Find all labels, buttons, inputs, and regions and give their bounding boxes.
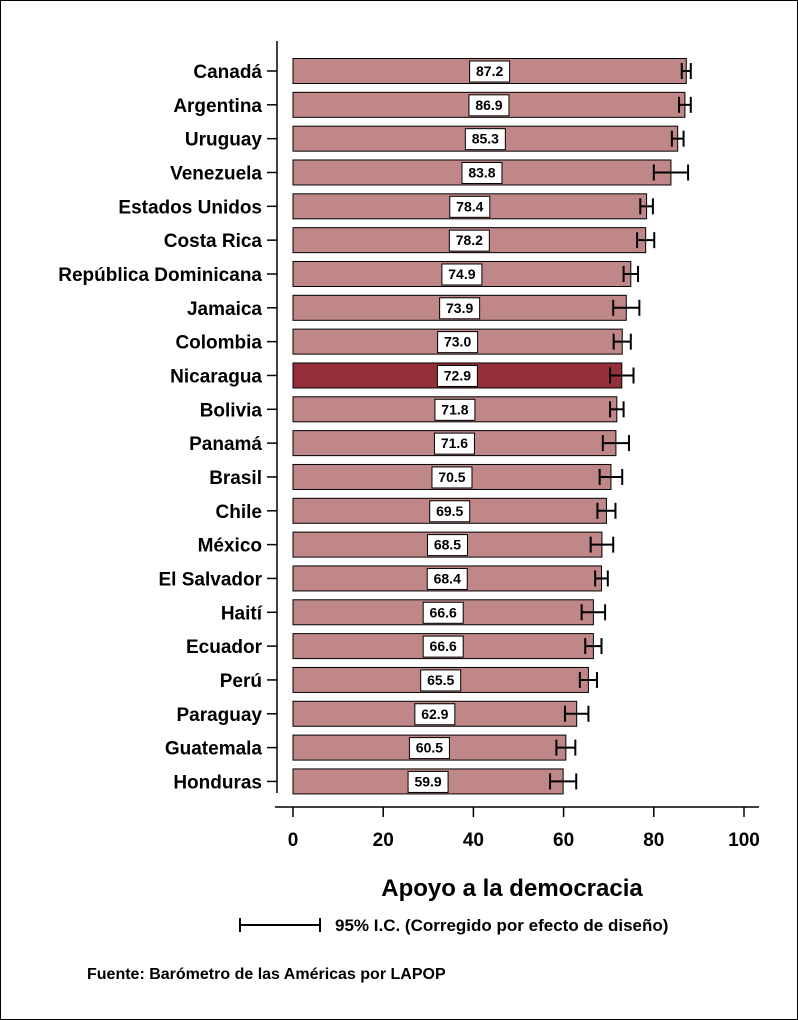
value-label: 71.8 xyxy=(441,401,468,417)
value-label: 85.3 xyxy=(472,131,499,147)
x-tick-label: 100 xyxy=(728,830,760,851)
value-label-box xyxy=(422,601,464,624)
category-label: Venezuela xyxy=(170,163,262,184)
value-label-box xyxy=(448,229,490,252)
category-label: México xyxy=(198,536,262,557)
category-label: Estados Unidos xyxy=(118,197,262,218)
x-tick-label: 40 xyxy=(463,830,484,851)
value-label: 59.9 xyxy=(414,773,441,789)
value-label: 71.6 xyxy=(441,435,468,451)
value-label-box xyxy=(437,331,479,354)
value-label-box xyxy=(420,669,462,692)
category-label: Canadá xyxy=(193,62,262,83)
source-note: Fuente: Barómetro de las Américas por LA… xyxy=(87,966,446,983)
category-label: Brasil xyxy=(209,468,262,489)
category-label: Costa Rica xyxy=(164,231,263,252)
value-label: 78.2 xyxy=(456,232,483,248)
category-label: Honduras xyxy=(173,772,262,793)
value-label: 62.9 xyxy=(421,706,448,722)
value-label: 66.6 xyxy=(430,638,457,654)
value-label-box xyxy=(407,770,449,793)
category-label: Perú xyxy=(220,671,262,692)
x-axis-label: Apoyo a la democracia xyxy=(381,875,643,902)
value-label-box xyxy=(408,737,450,760)
x-axis: Canadá Argentina Uruguay Venezuela Estados U… xyxy=(58,41,760,851)
category-label: Paraguay xyxy=(176,705,262,726)
category-label: Haití xyxy=(221,603,263,624)
legend: 95% I.C. (Corregido por efecto de diseño… xyxy=(239,916,668,935)
value-label-box xyxy=(426,534,468,557)
value-label-box xyxy=(433,432,475,455)
x-tick-label: 80 xyxy=(643,830,664,851)
value-label-box xyxy=(461,161,503,184)
category-label: Argentina xyxy=(173,96,262,117)
x-tick-label: 60 xyxy=(553,830,574,851)
value-label-box xyxy=(449,195,491,218)
value-label: 73.9 xyxy=(446,300,473,316)
value-label: 87.2 xyxy=(476,63,503,79)
value-label-box xyxy=(439,297,481,320)
value-label: 68.4 xyxy=(434,570,461,586)
value-label: 65.5 xyxy=(427,672,454,688)
category-label: Colombia xyxy=(175,333,262,354)
value-label: 68.5 xyxy=(434,537,461,553)
category-label: Ecuador xyxy=(186,637,263,658)
value-label-box xyxy=(429,500,471,523)
value-label: 83.8 xyxy=(468,164,495,180)
value-label-box xyxy=(431,466,473,489)
category-label: Nicaragua xyxy=(170,366,262,387)
value-label: 78.4 xyxy=(456,198,483,214)
category-label: Panamá xyxy=(189,434,262,455)
x-tick-label: 0 xyxy=(288,830,299,851)
category-label: República Dominicana xyxy=(58,265,262,286)
value-label: 86.9 xyxy=(475,97,502,113)
value-label: 72.9 xyxy=(444,367,471,383)
value-label-box xyxy=(414,703,456,726)
value-label: 74.9 xyxy=(448,266,475,282)
x-tick-label: 20 xyxy=(373,830,394,851)
category-label: Uruguay xyxy=(185,130,263,151)
category-label: Jamaica xyxy=(187,299,262,320)
bars-layer: 87.2 86.9 85.3 83.8 78.4 78.2 74.9 73.9 73.0 72.9… xyxy=(292,58,692,795)
value-label: 73.0 xyxy=(444,334,471,350)
value-label: 60.5 xyxy=(416,740,443,756)
value-label-box xyxy=(426,567,468,590)
value-label: 70.5 xyxy=(438,469,465,485)
value-label-box xyxy=(436,364,478,387)
legend-label: 95% I.C. (Corregido por efecto de diseño… xyxy=(335,916,668,935)
value-label-box xyxy=(469,60,511,83)
value-label-box xyxy=(441,263,483,286)
category-label: Guatemala xyxy=(165,739,263,760)
value-label-box xyxy=(434,398,476,421)
category-label: El Salvador xyxy=(159,569,263,590)
category-label: Bolivia xyxy=(200,400,263,421)
value-label-box xyxy=(464,128,506,151)
value-label: 66.6 xyxy=(430,604,457,620)
category-label: Chile xyxy=(216,502,262,523)
value-label-box xyxy=(468,94,510,117)
value-label: 69.5 xyxy=(436,503,463,519)
value-label-box xyxy=(422,635,464,658)
